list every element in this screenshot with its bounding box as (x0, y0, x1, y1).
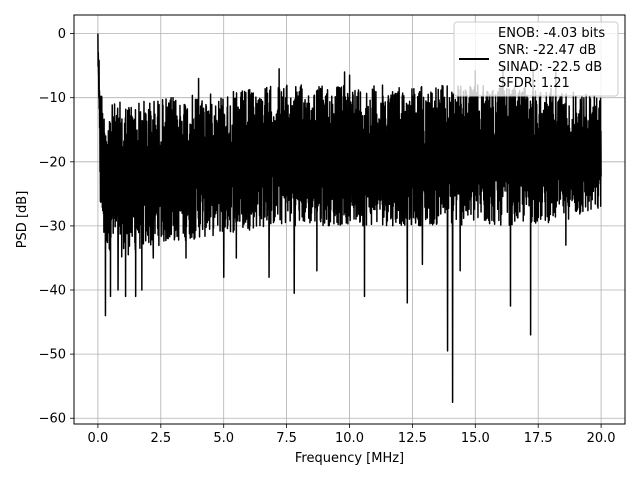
y-tick-label: −40 (39, 284, 66, 299)
y-axis-ticks: 0 −10 −20 −30 −40 −50 −60 (39, 27, 74, 427)
legend-sinad: SINAD: -22.5 dB (498, 60, 602, 75)
x-tick-label: 0.0 (88, 431, 109, 446)
psd-series-line (97, 33, 602, 403)
x-tick-label: 2.5 (150, 431, 171, 446)
legend-box (453, 21, 619, 97)
x-tick-label: 15.0 (461, 431, 490, 446)
legend-enob: ENOB: -4.03 bits (498, 26, 605, 41)
x-tick-label: 12.5 (398, 431, 427, 446)
y-tick-label: −50 (39, 348, 66, 363)
x-tick-label: 10.0 (335, 431, 364, 446)
y-tick-label: −10 (39, 91, 66, 106)
x-tick-label: 20.0 (587, 431, 616, 446)
y-tick-label: −60 (39, 412, 66, 427)
legend-sfdr: SFDR: 1.21 (498, 76, 570, 91)
legend: ENOB: -4.03 bits SNR: -22.47 dB SINAD: -… (453, 21, 619, 97)
x-tick-label: 17.5 (524, 431, 553, 446)
x-tick-label: 7.5 (276, 431, 297, 446)
y-axis-label: PSD [dB] (15, 191, 30, 249)
legend-snr: SNR: -22.47 dB (498, 43, 596, 58)
y-tick-label: 0 (58, 27, 66, 42)
x-axis-label: Frequency [MHz] (295, 451, 404, 466)
y-tick-label: −30 (39, 219, 66, 234)
x-axis-ticks: 0.0 2.5 5.0 7.5 10.0 12.5 15.0 17.5 20.0 (88, 424, 616, 446)
x-tick-label: 5.0 (213, 431, 234, 446)
y-tick-label: −20 (39, 155, 66, 170)
